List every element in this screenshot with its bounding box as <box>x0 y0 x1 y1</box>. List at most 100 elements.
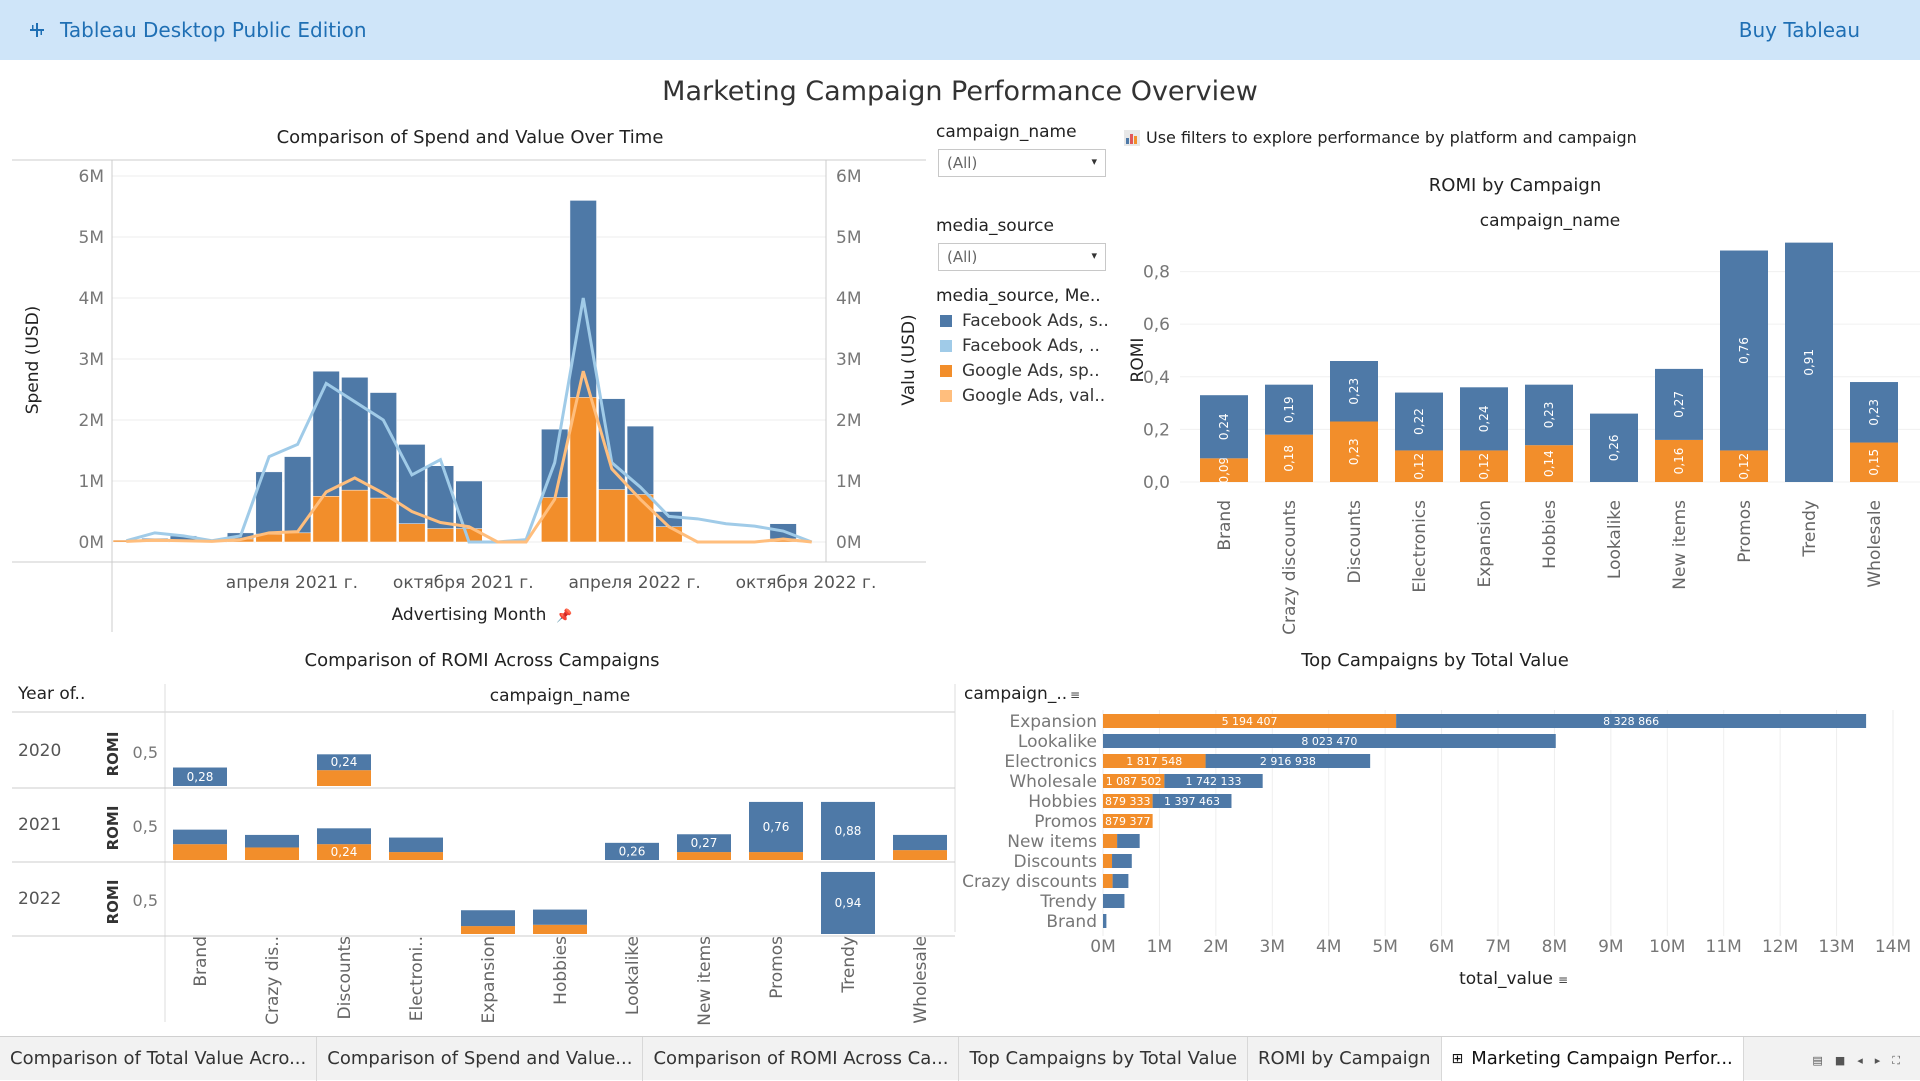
bar-label: 0,24 <box>1217 413 1231 440</box>
top-campaigns-chart[interactable]: campaign_.. ≡0M 1M 2M 3M 4M 5M 6M 7M 8M 9M 10M 11M 12… <box>960 672 1920 1032</box>
bar-facebook-romi <box>893 834 947 851</box>
bar-google-spend <box>541 497 569 543</box>
tab-spend-value[interactable]: Comparison of Spend and Value... <box>317 1036 644 1081</box>
legend-item-google-value[interactable]: Google Ads, val.. <box>940 386 1105 406</box>
y-tick-label: Lookalike <box>1018 732 1097 752</box>
bar-facebook-romi <box>173 767 227 786</box>
romi-across-title: Comparison of ROMI Across Campaigns <box>304 650 660 671</box>
source-filter-dropdown[interactable]: (All) ▾ <box>938 243 1106 271</box>
y-tick-label: Expansion <box>1009 712 1097 732</box>
bar-label: 879 333 <box>1105 795 1151 808</box>
bar-google-romi <box>749 852 803 860</box>
tableau-logo-icon <box>30 23 44 37</box>
x-tick-label: Hobbies <box>551 936 571 1005</box>
x-tick-label: октября 2021 г. <box>393 573 534 593</box>
bar-google-romi <box>1265 434 1313 482</box>
bar-google-romi <box>677 852 731 860</box>
bar-google-spend <box>626 494 654 543</box>
campaign-filter-dropdown[interactable]: (All) ▾ <box>938 149 1106 177</box>
x-tick-label: октября 2022 г. <box>736 573 877 593</box>
x-tick-label: 3M <box>1260 937 1285 957</box>
bar-facebook-value <box>1152 794 1232 808</box>
sort-icon: ≡ <box>1070 688 1080 702</box>
legend-item-google-spend[interactable]: Google Ads, sp.. <box>940 361 1100 381</box>
x-tick-label: New items <box>1670 500 1690 590</box>
tab-romi-across[interactable]: Comparison of ROMI Across Ca... <box>643 1036 960 1081</box>
legend-swatch <box>940 365 952 377</box>
bar-google-spend <box>569 397 597 543</box>
bar-google-romi <box>893 850 947 860</box>
legend-item-facebook-spend[interactable]: Facebook Ads, s.. <box>940 311 1109 331</box>
romi-across-chart[interactable]: Year of.. campaign_name 2020 ROMI 0,5 0,28 0,2… <box>0 672 960 1032</box>
x-tick-label: 8M <box>1542 937 1567 957</box>
y-tick-label: Hobbies <box>1028 792 1097 812</box>
bar-facebook-romi <box>1655 368 1703 440</box>
romi-campaign-title: ROMI by Campaign <box>1428 175 1602 196</box>
bar-facebook-romi <box>1525 384 1573 446</box>
spend-value-title: Comparison of Spend and Value Over Time <box>276 127 664 148</box>
legend-item-label: Google Ads, sp.. <box>962 361 1100 381</box>
x-tick-label: Expansion <box>1475 500 1495 588</box>
bar-google-romi <box>461 926 515 934</box>
bar-facebook-romi <box>1200 395 1248 459</box>
next-sheet-icon[interactable]: ▸ <box>1874 1054 1881 1067</box>
bar-label: 0,94 <box>835 896 862 910</box>
romi-by-campaign-chart[interactable]: campaign_name 0,0 0,2 0,4 0,6 0,8 ROMI 0,09 0,24… <box>1120 200 1920 640</box>
bar-google-romi <box>173 844 227 860</box>
x-tick-label: 14M <box>1875 937 1911 957</box>
x-tick-label: Trendy <box>839 936 859 994</box>
line-facebook-value <box>125 297 813 544</box>
tab-top-campaigns[interactable]: Top Campaigns by Total Value <box>959 1036 1249 1081</box>
y-tick-label: 0,2 <box>1143 420 1170 440</box>
buy-tableau-link[interactable]: Buy Tableau <box>1738 18 1860 42</box>
bar-label: 8 328 866 <box>1603 715 1659 728</box>
y-tick-label: 0,4 <box>1143 368 1170 388</box>
bar-google-value <box>1103 714 1397 728</box>
bar-facebook-value <box>1205 754 1371 768</box>
y-tick-label: 0,5 <box>133 743 158 762</box>
bar-google-romi <box>1200 458 1248 482</box>
x-tick-label: 11M <box>1706 937 1742 957</box>
x-tick-label: апреля 2021 г. <box>226 573 358 593</box>
bar-label: 0,76 <box>763 820 790 834</box>
tab-dashboard[interactable]: ⊞ Marketing Campaign Perfor... <box>1441 1036 1744 1081</box>
y-tick-label: 0,0 <box>1143 473 1170 493</box>
x-tick-label: Promos <box>767 936 787 999</box>
x-tick-label: 1M <box>1147 937 1172 957</box>
grid-view-icon[interactable]: ■ <box>1834 1054 1846 1067</box>
bar-label: 0,26 <box>1607 434 1621 461</box>
y-axis-title: Spend (USD) <box>23 306 43 415</box>
y-tick-label: Promos <box>1034 812 1097 832</box>
bar-google-value <box>1103 854 1113 868</box>
source-filter-value: (All) <box>947 248 978 266</box>
x-tick-label: 13M <box>1818 937 1854 957</box>
x-tick-label: Wholesale <box>911 936 931 1024</box>
bar-google-romi <box>1460 450 1508 482</box>
bar-google-romi <box>533 924 587 934</box>
filmstrip-icon[interactable]: ▤ <box>1812 1054 1823 1067</box>
legend-item-facebook-value[interactable]: Facebook Ads, .. <box>940 336 1100 356</box>
bar-label: 5 194 407 <box>1222 715 1278 728</box>
bar-label: 0,26 <box>619 844 646 858</box>
tab-total-value[interactable]: Comparison of Total Value Acro... <box>0 1036 318 1081</box>
bar-facebook-romi <box>1265 384 1313 435</box>
y2-tick-label: 0M <box>836 533 861 553</box>
fit-view-icon[interactable]: ⛶ <box>1892 1054 1900 1067</box>
bar-google-romi <box>245 847 299 860</box>
spend-value-chart[interactable]: 0M 0M 1M 1M 2M 2M 3M 3M 4M 4M 5M 5M 6M 6M апреля 2021 … <box>0 150 930 640</box>
bar-label: 0,23 <box>1347 378 1361 405</box>
bar-label: 0,23 <box>1347 438 1361 465</box>
y-tick-label: Brand <box>1046 912 1097 932</box>
x-tick-label: 7M <box>1485 937 1510 957</box>
bar-google-value <box>1103 794 1153 808</box>
prev-sheet-icon[interactable]: ◂ <box>1857 1054 1863 1067</box>
source-filter-label: media_source <box>936 216 1054 236</box>
campaign-filter-label: campaign_name <box>936 122 1077 142</box>
y2-tick-label: 6M <box>836 167 861 187</box>
bar-label: 0,15 <box>1867 449 1881 476</box>
tab-romi-campaign[interactable]: ROMI by Campaign <box>1248 1036 1442 1081</box>
bar-facebook-romi <box>389 837 443 853</box>
bar-facebook-value <box>1117 834 1140 848</box>
y2-tick-label: 3M <box>836 350 861 370</box>
bar-label: 0,19 <box>1282 396 1296 423</box>
